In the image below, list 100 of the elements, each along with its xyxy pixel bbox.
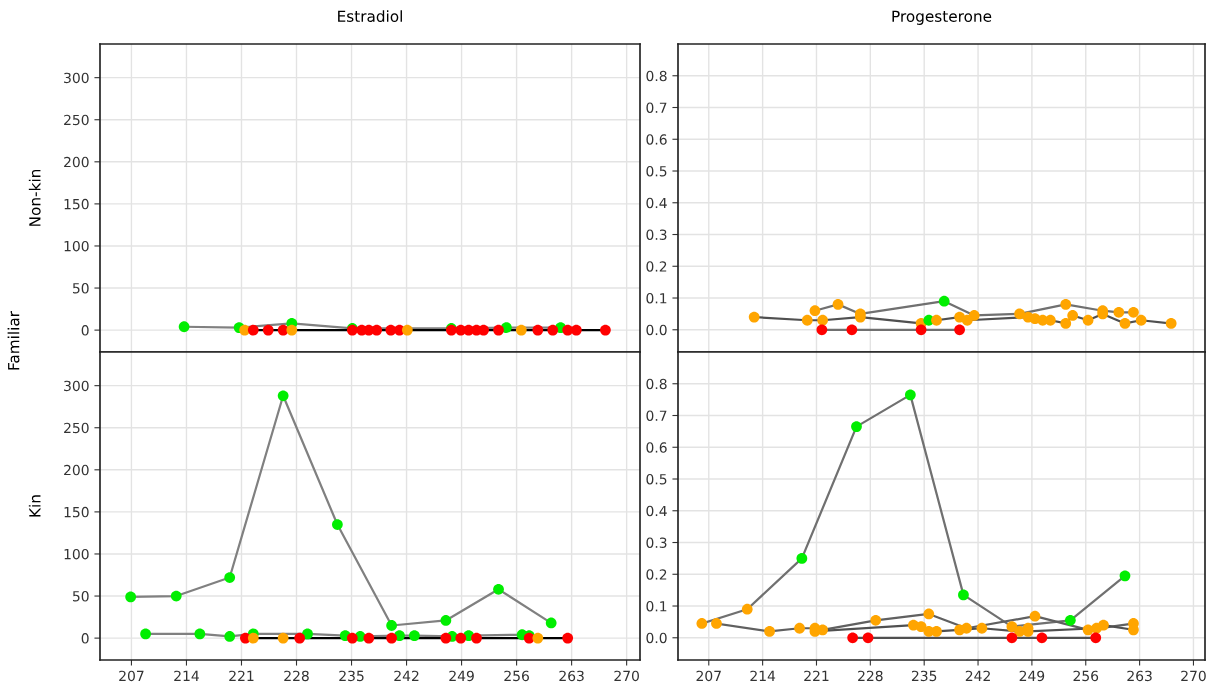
x-tick-label: 249 [449, 670, 474, 682]
x-tick-label: 207 [119, 670, 144, 682]
point [1119, 318, 1131, 329]
point [954, 624, 965, 636]
y-tick-label: 0.0 [646, 324, 667, 336]
y-tick-label: 0.0 [646, 632, 667, 644]
point [938, 295, 950, 307]
point [809, 305, 821, 317]
point [851, 421, 862, 432]
y-tick-label: 200 [64, 156, 89, 168]
x-tick-label: 270 [1181, 670, 1206, 682]
point [140, 628, 151, 640]
point [346, 632, 358, 644]
point [915, 324, 927, 336]
y-axis-title: Kin [28, 495, 41, 517]
y-tick-label: 0.8 [646, 70, 667, 82]
x-tick-label: 263 [1127, 670, 1152, 682]
x-tick-label: 221 [804, 670, 829, 681]
y-tick-label: 0.5 [646, 473, 667, 485]
point [1014, 308, 1025, 320]
x-tick-label: 256 [504, 670, 529, 682]
x-tick-label: 228 [284, 670, 309, 682]
point [711, 618, 722, 629]
point [796, 553, 808, 564]
point [125, 591, 137, 603]
y-tick-label: 0.6 [646, 442, 667, 453]
x-tick-label: 214 [174, 670, 199, 681]
point [847, 632, 859, 644]
point [1113, 306, 1125, 318]
point [277, 390, 289, 402]
point [224, 631, 236, 642]
point [954, 324, 965, 336]
point [1036, 632, 1048, 644]
x-tick-label: 242 [394, 670, 419, 681]
y-tick-label: 0.2 [646, 569, 667, 580]
point [224, 572, 236, 583]
point [961, 314, 973, 326]
point [440, 632, 452, 644]
point [277, 632, 289, 644]
point [904, 389, 916, 401]
point [471, 632, 482, 644]
y-tick-label: 0.1 [646, 292, 667, 304]
point [1165, 318, 1177, 329]
point [832, 298, 844, 310]
y-tick-label: 250 [64, 114, 89, 126]
point [958, 589, 969, 601]
y-tick-label: 100 [64, 240, 89, 252]
x-tick-label: 263 [559, 670, 584, 682]
chart-title: Estradiol [338, 10, 402, 22]
y-tick-label: 0.2 [646, 261, 667, 272]
point [1064, 614, 1076, 626]
text: Familiar [7, 310, 20, 370]
point [862, 632, 874, 644]
point [363, 632, 375, 644]
y-tick-label: 50 [72, 591, 89, 602]
y-tick-label: 0.3 [646, 537, 667, 548]
point [170, 590, 182, 602]
point [247, 632, 259, 644]
x-tick-label: 207 [696, 670, 721, 682]
point [532, 632, 544, 644]
point [386, 632, 397, 644]
point [764, 626, 775, 637]
x-tick-label: 270 [614, 670, 639, 682]
x-tick-label: 242 [965, 670, 990, 681]
point [794, 622, 805, 634]
y-tick-label: 150 [64, 506, 89, 518]
x-tick-label: 249 [1019, 670, 1045, 682]
y-tick-label: 300 [64, 380, 89, 392]
point [931, 626, 942, 637]
y-tick-label: 0.6 [646, 134, 667, 145]
point [976, 622, 988, 634]
y-tick-label: 0 [81, 325, 89, 336]
point [1006, 632, 1018, 644]
chart-title: Progesterone [892, 10, 992, 25]
y-tick-label: 250 [64, 422, 89, 434]
y-tick-label: 50 [72, 283, 89, 294]
point [493, 583, 504, 595]
point [1082, 314, 1094, 326]
point [801, 314, 813, 326]
point [870, 614, 882, 626]
point [1135, 314, 1147, 326]
point [562, 632, 574, 644]
point [455, 632, 467, 644]
point [1090, 632, 1102, 644]
y-tick-label: 0.7 [646, 102, 667, 113]
point [545, 617, 557, 629]
y-tick-label: 0.1 [646, 600, 667, 612]
x-tick-label: 221 [229, 670, 254, 681]
point [1098, 619, 1109, 631]
point [748, 311, 760, 323]
y-tick-label: 100 [64, 548, 89, 560]
point [931, 314, 942, 326]
point [1119, 570, 1131, 582]
y-tick-label: 200 [64, 464, 89, 476]
y-tick-label: 0 [81, 633, 89, 644]
point [1067, 310, 1079, 321]
y-tick-label: 0.3 [646, 229, 667, 240]
y-tick-label: 150 [64, 198, 89, 210]
point [1060, 298, 1072, 310]
x-tick-label: 256 [1073, 670, 1099, 682]
